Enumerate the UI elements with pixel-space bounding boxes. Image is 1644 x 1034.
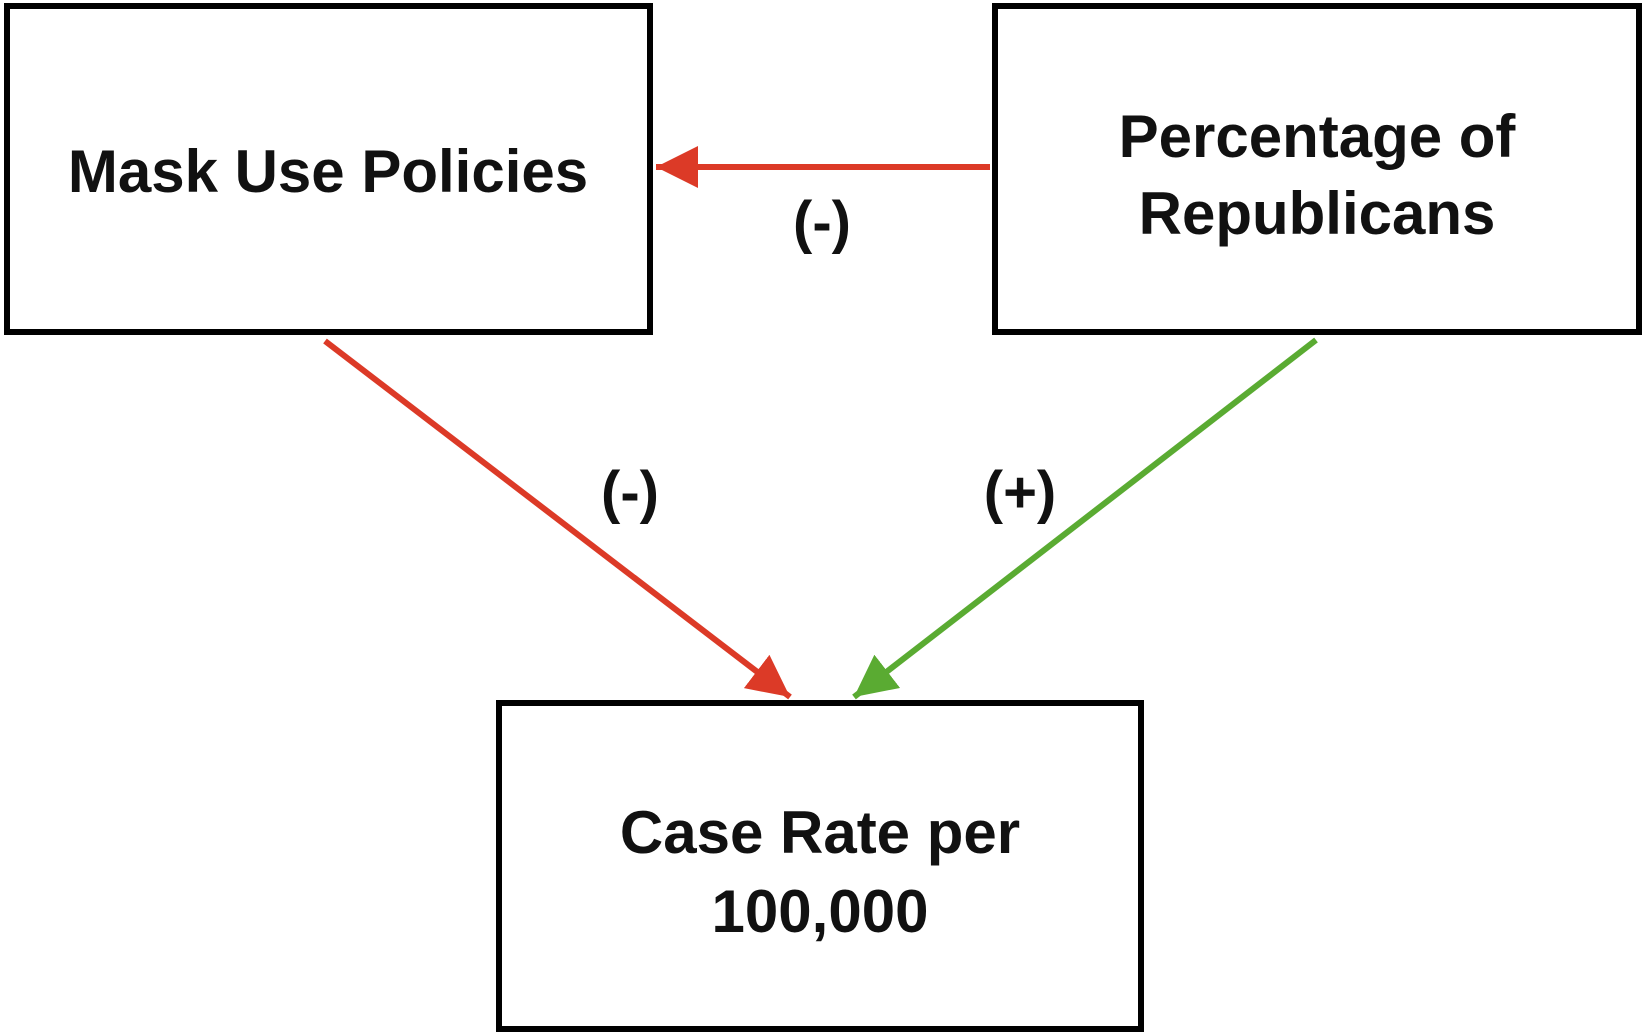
arrow-mask-to-case-rate: [323, 338, 792, 700]
edge-label-mask-to-case-rate: (-): [601, 460, 659, 525]
edge-label-republicans-to-case-rate: (+): [984, 460, 1057, 525]
node-box: [992, 3, 1642, 335]
node-label-line-1: Percentage of: [1119, 103, 1517, 170]
arrow-republicans-to-case-rate: [852, 337, 1318, 700]
node-label-line-2: 100,000: [712, 878, 929, 945]
node-box: [496, 700, 1144, 1032]
edge-label-republicans-to-mask: (-): [793, 190, 851, 255]
node-label-line-2: Republicans: [1139, 180, 1496, 247]
node-case-rate: Case Rate per 100,000: [496, 700, 1144, 1032]
node-label: Mask Use Policies: [68, 138, 588, 205]
node-mask-use-policies: Mask Use Policies: [4, 3, 653, 335]
node-box: [4, 3, 653, 335]
node-percentage-of-republicans: Percentage of Republicans: [992, 3, 1642, 335]
node-label-line-1: Case Rate per: [620, 799, 1020, 866]
